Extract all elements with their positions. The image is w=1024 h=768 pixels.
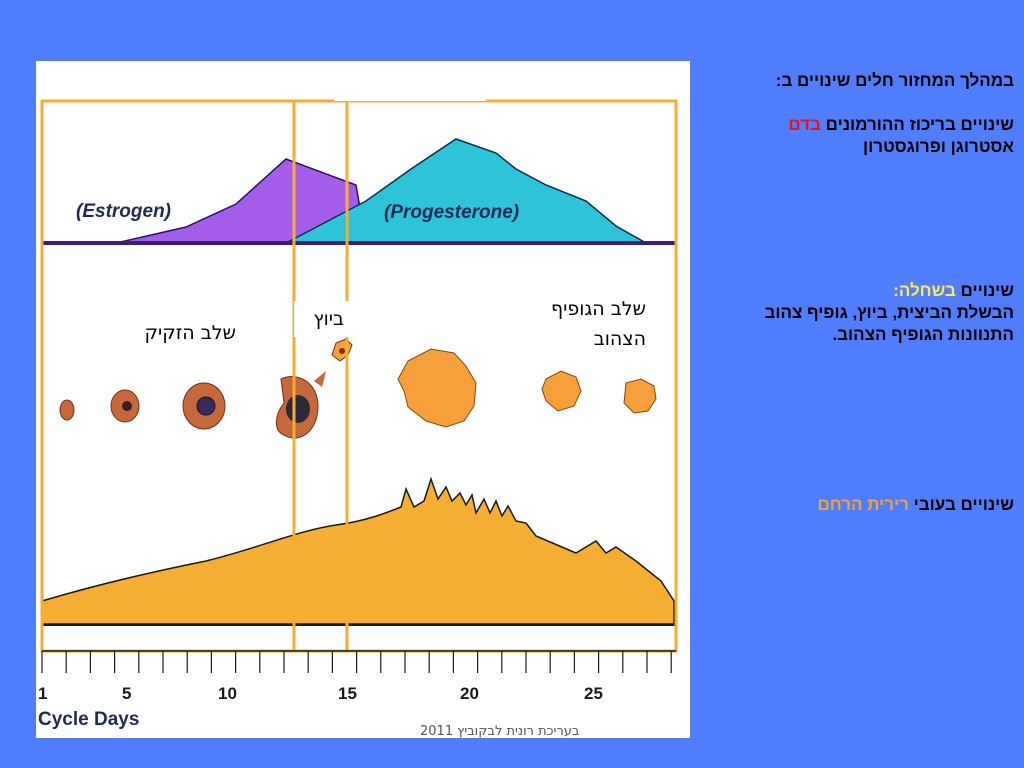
follicular-phase-label: שלב הזקיק	[144, 322, 236, 344]
credit-text: בעריכת רונית לבקוביץ 2011	[420, 724, 580, 739]
hormones-highlight: בדם	[788, 115, 821, 134]
ovary-highlight: בשחלה:	[893, 281, 956, 300]
ovary-line: שינויים בשחלה:	[893, 281, 1014, 300]
degenerating-corpus-luteum	[541, 370, 582, 412]
endometrium	[41, 476, 675, 625]
uterus-highlight: רירית הרחם	[817, 495, 909, 514]
follicle-1	[59, 399, 75, 421]
mask-top-left	[36, 61, 236, 99]
tick-10: 10	[218, 684, 237, 703]
tick-15: 15	[338, 684, 357, 703]
endometrium-base	[42, 624, 676, 626]
tick-5: 5	[122, 684, 131, 703]
axis-title: Cycle Days	[38, 709, 139, 730]
corpus-luteum	[397, 348, 477, 428]
menstrual-cycle-figure: (Estrogen) (Progesterone) 1 5 10 15 20 2…	[36, 61, 690, 738]
side-heading: במהלך המחזור חלים שינויים ב:	[775, 71, 1014, 90]
luteal-phase-label-1: שלב הגופיף	[551, 298, 646, 320]
ovary-line-3: התנוונות הגופיף הצהוב.	[832, 325, 1014, 344]
estrogen-label: (Estrogen)	[76, 201, 171, 222]
mask-ovary-label	[46, 287, 190, 343]
tick-1: 1	[38, 684, 47, 703]
corpus-albicans	[623, 378, 657, 414]
day-ticks	[41, 651, 672, 673]
mask-uterus-label	[46, 489, 182, 529]
uterus-line: שינויים בעובי רירית הרחם	[817, 495, 1014, 514]
hormones-line: שינויים בריכוז ההורמונים בדם	[788, 115, 1014, 134]
side-text: במהלך המחזור חלים שינויים ב: שינויים ברי…	[684, 70, 1014, 516]
cycle-diagram: (Estrogen) (Progesterone) 1 5 10 15 20 2…	[38, 73, 678, 730]
hormones-line-2: אסטרוגן ופרוגסטרון	[863, 137, 1014, 156]
progesterone-label: (Progesterone)	[384, 202, 519, 223]
ovulation-label: ביוץ	[313, 308, 344, 330]
progesterone-curve	[285, 138, 649, 244]
mask-ovulation-label	[294, 301, 390, 337]
hormone-baseline	[42, 241, 676, 245]
tick-20: 20	[460, 684, 479, 703]
ovary-line-2: הבשלת הביצית, ביוץ, גופיף צהוב	[764, 303, 1014, 322]
mask-hormone-label	[46, 117, 278, 149]
mask-top-middle	[334, 69, 486, 101]
luteal-phase-label-2: הצהוב	[593, 328, 646, 350]
tick-25: 25	[584, 684, 603, 703]
